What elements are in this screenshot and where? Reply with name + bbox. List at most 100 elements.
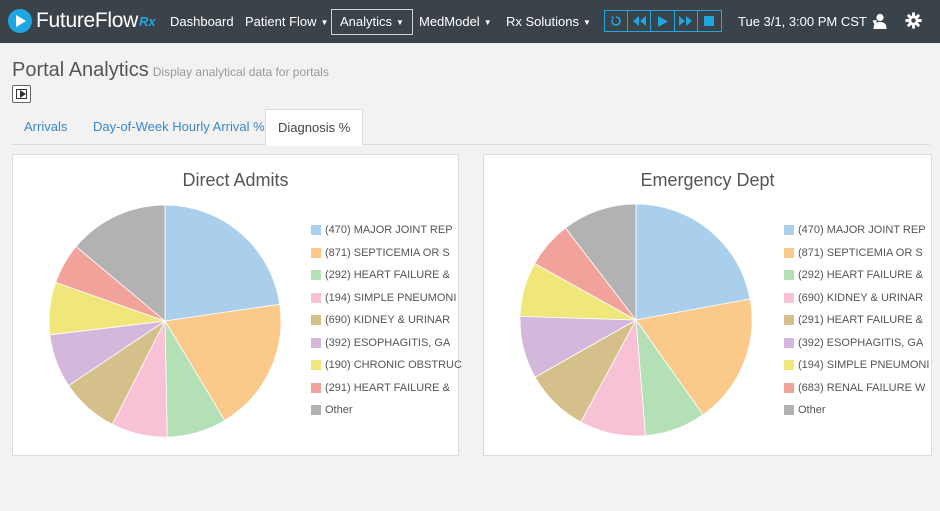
brand-logo[interactable]: FutureFlow Rx (8, 8, 156, 34)
legend-item[interactable]: (291) HEART FAILURE & (311, 381, 450, 395)
legend-label: (871) SEPTICEMIA OR S (798, 246, 923, 259)
legend-item[interactable]: (392) ESOPHAGITIS, GA (784, 336, 923, 350)
chart-legend: (470) MAJOR JOINT REP (871) SEPTICEMIA OR… (784, 223, 929, 423)
nav-analytics[interactable]: Analytics ▼ (331, 9, 413, 35)
legend-item[interactable]: (871) SEPTICEMIA OR S (311, 246, 450, 260)
legend-label: (690) KIDNEY & URINAR (798, 291, 924, 304)
toggle-panel-button[interactable] (12, 85, 31, 103)
legend-label: (291) HEART FAILURE & (325, 381, 450, 394)
pie-chart (519, 203, 753, 437)
play-button[interactable] (651, 11, 675, 31)
reset-icon (611, 16, 621, 26)
legend-swatch (311, 382, 321, 393)
play-circle-icon (8, 9, 32, 33)
legend-item[interactable]: (190) CHRONIC OBSTRUC (311, 358, 462, 372)
legend-label: (470) MAJOR JOINT REP (798, 224, 926, 236)
chart-legend: (470) MAJOR JOINT REP (871) SEPTICEMIA OR… (311, 223, 462, 423)
legend-swatch (784, 225, 794, 235)
fast-forward-button[interactable] (675, 11, 698, 31)
pie-slice[interactable] (75, 204, 166, 322)
legend-swatch (784, 360, 794, 370)
fast-forward-icon (679, 16, 693, 26)
chevron-down-icon: ▼ (320, 18, 329, 28)
legend-label: Other (798, 404, 826, 416)
legend-swatch (311, 225, 321, 235)
tab-day-of-week-hourly-arrival[interactable]: Day-of-Week Hourly Arrival % (93, 119, 265, 134)
chevron-down-icon: ▼ (483, 18, 492, 28)
page-title: Portal Analytics Display analytical data … (12, 59, 329, 82)
gear-icon[interactable] (905, 12, 922, 29)
pie-slice[interactable] (564, 203, 637, 322)
legend-item[interactable]: Other (311, 403, 353, 417)
chevron-down-icon: ▼ (582, 18, 591, 28)
legend-label: (683) RENAL FAILURE W (798, 381, 926, 394)
legend-swatch (311, 292, 321, 303)
legend-item[interactable]: (291) HEART FAILURE & (784, 313, 923, 327)
top-navbar: FutureFlow Rx Dashboard Patient Flow ▼ An… (0, 0, 940, 43)
legend-label: (291) HEART FAILURE & (798, 314, 923, 326)
legend-label: (190) CHRONIC OBSTRUC (325, 359, 462, 371)
legend-swatch (784, 405, 794, 415)
chart-title: Direct Admits (182, 170, 289, 190)
pie-slice[interactable] (164, 303, 282, 422)
legend-label: (690) KIDNEY & URINAR (325, 314, 451, 326)
datetime-dropdown[interactable]: Tue 3/1, 3:00 PM CST ▼ (738, 0, 879, 43)
pie-slice[interactable] (635, 203, 751, 321)
legend-item[interactable]: (392) ESOPHAGITIS, GA (311, 336, 450, 350)
legend-swatch (311, 337, 321, 348)
legend-label: (292) HEART FAILURE & (325, 269, 450, 281)
legend-item[interactable]: (194) SIMPLE PNEUMONI (311, 291, 456, 305)
legend-item[interactable]: (292) HEART FAILURE & (311, 268, 450, 282)
legend-item[interactable]: (292) HEART FAILURE & (784, 268, 923, 282)
legend-label: (194) SIMPLE PNEUMONI (798, 359, 930, 371)
legend-swatch (784, 270, 794, 280)
stop-button[interactable] (698, 11, 721, 31)
stop-icon (704, 16, 715, 26)
nav-rx-solutions[interactable]: Rx Solutions ▼ (506, 0, 591, 43)
nav-patient-flow-label: Patient Flow (245, 14, 317, 29)
legend-item[interactable]: (194) SIMPLE PNEUMONI (784, 358, 929, 372)
nav-dashboard[interactable]: Dashboard (170, 0, 234, 43)
legend-swatch (311, 315, 321, 325)
reset-button[interactable] (605, 11, 629, 31)
legend-item[interactable]: (690) KIDNEY & URINAR (784, 291, 923, 305)
legend-swatch (784, 337, 794, 348)
nav-patient-flow[interactable]: Patient Flow ▼ (245, 0, 328, 43)
legend-label: Other (325, 404, 353, 416)
legend-item[interactable]: (871) SEPTICEMIA OR S (784, 246, 923, 260)
playback-controls (604, 10, 722, 32)
pie-slice[interactable] (635, 298, 753, 416)
legend-item[interactable]: (690) KIDNEY & URINAR (311, 313, 450, 327)
legend-label: (194) SIMPLE PNEUMONI (325, 291, 457, 304)
rewind-button[interactable] (628, 11, 652, 31)
legend-label: (292) HEART FAILURE & (798, 269, 923, 281)
datetime-label: Tue 3/1, 3:00 PM CST (738, 14, 867, 29)
tab-diagnosis[interactable]: Diagnosis % (265, 109, 364, 146)
legend-swatch (784, 292, 794, 303)
pie-chart (48, 204, 282, 438)
legend-label: (392) ESOPHAGITIS, GA (798, 336, 924, 349)
user-icon[interactable] (872, 13, 888, 29)
nav-rx-solutions-label: Rx Solutions (506, 14, 579, 29)
chevron-down-icon: ▼ (396, 17, 404, 27)
legend-item[interactable]: (470) MAJOR JOINT REP (784, 223, 926, 237)
legend-item[interactable]: (470) MAJOR JOINT REP (311, 223, 453, 237)
legend-item[interactable]: (683) RENAL FAILURE W (784, 381, 925, 395)
legend-swatch (784, 247, 794, 258)
legend-swatch (311, 405, 321, 415)
nav-analytics-label: Analytics (340, 14, 393, 29)
brand-suffix: Rx (139, 13, 156, 29)
legend-swatch (311, 247, 321, 258)
legend-label: (871) SEPTICEMIA OR S (325, 246, 450, 259)
tab-arrivals[interactable]: Arrivals (24, 119, 68, 134)
legend-label: (470) MAJOR JOINT REP (325, 224, 453, 236)
page-title-text: Portal Analytics (12, 59, 149, 81)
pie-slice[interactable] (164, 204, 281, 322)
legend-swatch (784, 315, 794, 325)
legend-swatch (311, 360, 321, 370)
legend-item[interactable]: Other (784, 403, 826, 417)
nav-medmodel[interactable]: MedModel ▼ (419, 0, 492, 43)
panel-toggle-icon (16, 89, 27, 99)
chart-title: Emergency Dept (640, 170, 775, 190)
legend-swatch (784, 382, 794, 393)
